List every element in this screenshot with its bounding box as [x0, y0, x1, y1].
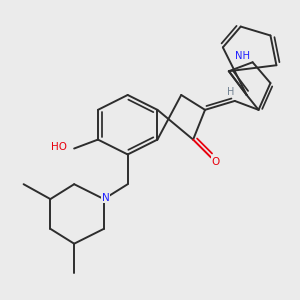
Text: O: O	[211, 157, 220, 167]
Text: N: N	[101, 193, 109, 202]
Text: H: H	[226, 87, 234, 97]
Text: HO: HO	[51, 142, 67, 152]
Text: NH: NH	[235, 51, 250, 61]
